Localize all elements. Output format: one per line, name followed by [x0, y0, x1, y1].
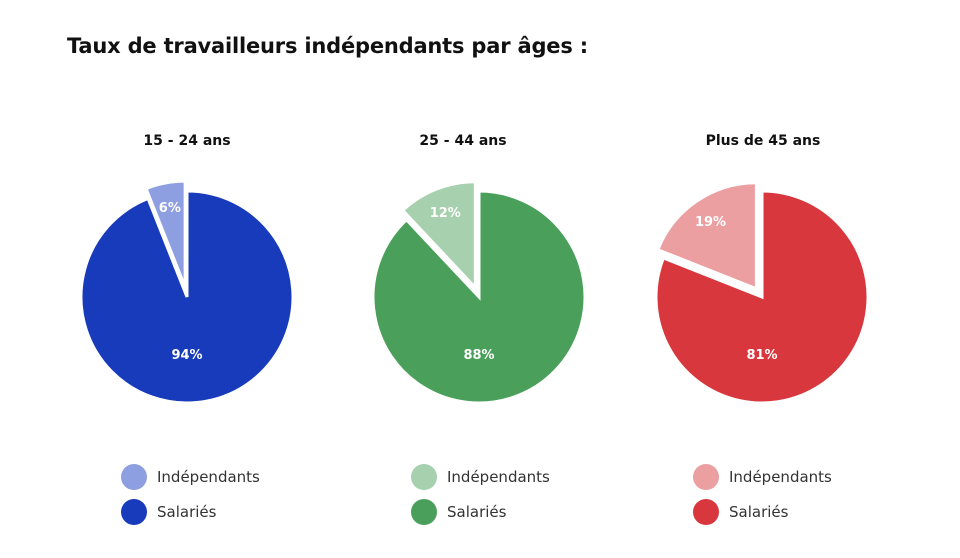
pie-slice-salaris	[654, 189, 870, 405]
legend-swatch	[693, 499, 719, 525]
legend-swatch	[411, 499, 437, 525]
chart-title-45-plus: Plus de 45 ans	[705, 133, 821, 149]
legend-swatch	[693, 464, 719, 490]
pie-slice-independants	[400, 180, 477, 292]
slice-label-large: 88%	[463, 348, 494, 363]
pie-slice-salaris	[79, 189, 295, 405]
slice-label-small: 12%	[430, 206, 461, 221]
slice-label-small: 19%	[695, 215, 726, 230]
legend-label: Indépendants	[729, 468, 832, 486]
legend-swatch	[121, 499, 147, 525]
legend-swatch	[411, 464, 437, 490]
chart-title-15-24: 15 - 24 ans	[143, 133, 231, 149]
legend-label: Indépendants	[157, 468, 260, 486]
slice-label-large: 94%	[171, 348, 202, 363]
pie-slice-salaris	[371, 189, 587, 405]
legend-independants-3: Indépendants	[693, 464, 832, 490]
legend-swatch	[121, 464, 147, 490]
pie-slice-independants	[144, 179, 187, 288]
legend-independants-1: Indépendants	[121, 464, 260, 490]
chart-title-25-44: 25 - 44 ans	[419, 133, 507, 149]
slice-label-small: 6%	[159, 201, 181, 216]
pie-slice-independants	[655, 181, 758, 291]
legend-label: Salariés	[157, 503, 217, 521]
legend-salaries-1: Salariés	[121, 499, 216, 525]
legend-salaries-3: Salariés	[693, 499, 788, 525]
slice-label-large: 81%	[746, 348, 777, 363]
legend-independants-2: Indépendants	[411, 464, 550, 490]
legend-salaries-2: Salariés	[411, 499, 506, 525]
legend-label: Indépendants	[447, 468, 550, 486]
legend-label: Salariés	[447, 503, 507, 521]
page-title: Taux de travailleurs indépendants par âg…	[67, 34, 588, 58]
legend-label: Salariés	[729, 503, 789, 521]
